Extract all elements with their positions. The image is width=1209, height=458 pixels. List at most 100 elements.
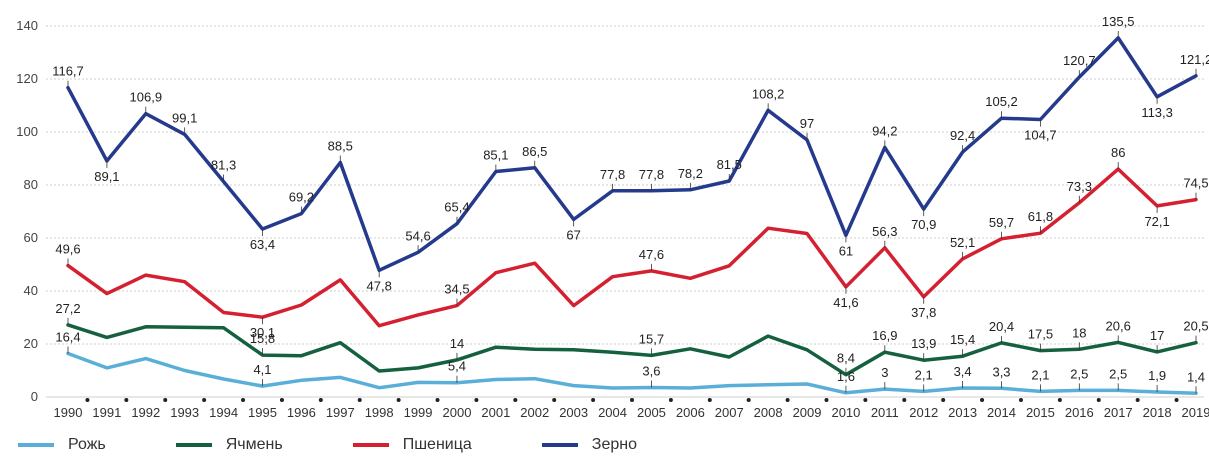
x-tick-label: 2011 [871,405,899,420]
data-label: 78,2 [678,166,703,181]
x-axis-dot [785,398,790,402]
x-tick-label: 2016 [1065,405,1094,420]
x-axis-dot [163,398,168,402]
x-tick-label: 2002 [520,405,549,420]
data-label: 65,4 [444,200,469,215]
data-label: 74,5 [1183,176,1208,191]
data-label: 13,9 [911,336,936,351]
x-axis-dot [824,398,829,402]
legend-item-wheat: Пшеница [352,436,472,454]
data-label: 54,6 [405,228,430,243]
legend-label-rye: Рожь [68,436,106,453]
x-axis-dot [124,398,129,402]
data-label: 108,2 [752,86,785,101]
legend-item-grain: Зерно [541,436,637,454]
x-tick-label: 2005 [637,405,666,420]
y-tick-label: 40 [24,283,38,298]
x-tick-label: 2014 [987,405,1016,420]
data-label: 3,6 [642,363,660,378]
data-label: 15,7 [639,331,664,346]
x-tick-label: 1991 [92,405,121,420]
data-label: 77,8 [639,167,664,182]
y-axis: 0 20 40 60 80 100 120 140 [16,18,38,404]
x-tick-label: 2012 [909,405,938,420]
data-label: 120,7 [1063,53,1096,68]
x-tick-label: 1997 [326,405,355,420]
legend-item-rye: Рожь [18,436,106,454]
legend-label-grain: Зерно [591,436,637,453]
data-label: 81,3 [211,158,236,173]
y-tick-label: 80 [24,177,38,192]
x-tick-label: 1990 [54,405,83,420]
x-tick-label: 2015 [1026,405,1055,420]
x-axis-dot [591,398,596,402]
data-label: 30,1 [250,325,275,340]
x-tick-label: 2000 [443,405,472,420]
data-label: 20,4 [989,319,1014,334]
x-tick-label: 1992 [131,405,160,420]
data-label: 116,7 [52,64,84,79]
x-tick-label: 2010 [831,405,860,420]
legend-swatch-rye [18,443,54,447]
data-label: 1,9 [1148,368,1166,383]
data-label: 2,1 [1031,367,1049,382]
x-axis-dot [435,398,440,402]
x-axis-dot [941,398,946,402]
data-label: 52,1 [950,235,975,250]
y-tick-label: 100 [16,124,38,139]
x-axis-dot [902,398,907,402]
series-line-1 [66,323,1198,377]
data-label: 37,8 [911,305,936,320]
data-label: 3 [881,365,888,380]
x-axis: 1990 1991 1992 1993 1994 1995 1996 1997 1998 1999… [54,398,1209,420]
data-label: 106,9 [130,90,163,105]
legend-swatch-grain [541,443,578,447]
x-axis-dot [1135,398,1140,402]
x-axis-dot [396,398,401,402]
x-tick-label: 2019 [1182,405,1209,420]
x-axis-dot [357,398,362,402]
x-tick-label: 2004 [598,405,627,420]
data-label: 16,9 [872,328,897,343]
data-label: 97 [800,116,814,131]
data-label: 56,3 [872,224,897,239]
data-label: 27,2 [55,301,80,316]
x-axis-dot [279,398,284,402]
data-label: 94,2 [872,123,897,138]
data-label: 104,7 [1024,128,1057,143]
x-tick-label: 2008 [754,405,783,420]
x-axis-dot [1018,398,1023,402]
data-label: 121,2 [1180,52,1209,67]
data-label: 14 [450,336,464,351]
series-lines [66,36,1198,396]
data-label: 67 [566,227,580,242]
data-label: 61 [839,243,853,258]
data-label: 61,8 [1028,209,1053,224]
data-label: 15,4 [950,332,975,347]
x-axis-dot [980,398,985,402]
x-axis-dot [552,398,557,402]
x-tick-label: 2007 [715,405,744,420]
x-axis-dot [85,398,90,402]
data-label: 5,4 [448,359,466,374]
data-label: 3,3 [992,364,1010,379]
x-tick-label: 1995 [248,405,277,420]
x-tick-label: 2006 [676,405,705,420]
data-label: 1,6 [837,369,855,384]
series-line-0 [66,351,1198,396]
legend-label-barley: Ячмень [225,436,283,453]
data-label: 85,1 [483,147,508,162]
legend: Рожь Ячмень Пшеница Зерно [18,436,707,454]
data-label: 99,1 [172,110,197,125]
y-tick-label: 60 [24,230,38,245]
legend-swatch-barley [175,443,212,447]
x-tick-label: 1996 [287,405,316,420]
x-tick-label: 1999 [404,405,433,420]
x-tick-label: 1998 [365,405,394,420]
data-label: 17 [1150,328,1164,343]
x-axis-dot [1057,398,1062,402]
x-axis-dot [1096,398,1101,402]
y-tick-label: 120 [16,71,38,86]
data-label: 20,6 [1106,318,1131,333]
